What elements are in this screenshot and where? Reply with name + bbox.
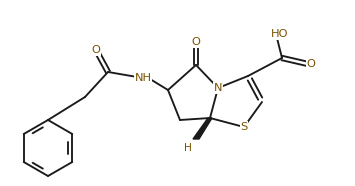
- Text: H: H: [184, 143, 192, 153]
- Text: NH: NH: [135, 73, 152, 83]
- Text: HO: HO: [271, 29, 289, 39]
- Text: O: O: [307, 59, 316, 69]
- Polygon shape: [193, 118, 212, 139]
- Text: S: S: [240, 122, 248, 132]
- Text: N: N: [214, 83, 222, 93]
- Text: O: O: [92, 45, 100, 55]
- Text: O: O: [192, 37, 201, 47]
